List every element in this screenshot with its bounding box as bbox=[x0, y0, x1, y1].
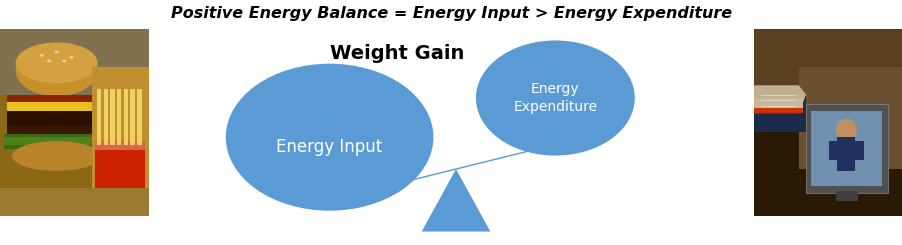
Ellipse shape bbox=[12, 141, 101, 171]
Text: Energy
Expenditure: Energy Expenditure bbox=[512, 82, 597, 114]
Bar bbox=[117, 89, 121, 145]
Ellipse shape bbox=[15, 44, 97, 97]
Bar bbox=[753, 98, 802, 113]
Polygon shape bbox=[421, 169, 490, 232]
Ellipse shape bbox=[61, 60, 66, 62]
Ellipse shape bbox=[835, 119, 856, 141]
Ellipse shape bbox=[54, 50, 59, 53]
Ellipse shape bbox=[47, 60, 51, 62]
Bar bbox=[810, 111, 881, 186]
Ellipse shape bbox=[40, 54, 44, 57]
Ellipse shape bbox=[226, 64, 433, 211]
Bar bbox=[7, 126, 97, 137]
Ellipse shape bbox=[69, 56, 74, 59]
Bar bbox=[835, 191, 857, 201]
Bar bbox=[836, 137, 854, 171]
Bar bbox=[7, 111, 97, 137]
Bar bbox=[797, 67, 902, 169]
Bar bbox=[0, 29, 149, 95]
Bar bbox=[753, 29, 902, 122]
Bar bbox=[130, 89, 134, 145]
Bar bbox=[97, 89, 101, 145]
Bar bbox=[753, 95, 805, 132]
Bar bbox=[753, 108, 802, 113]
Bar bbox=[7, 95, 97, 104]
Bar bbox=[828, 141, 836, 160]
Text: Weight Gain: Weight Gain bbox=[330, 44, 464, 63]
Bar bbox=[137, 89, 142, 145]
Ellipse shape bbox=[15, 42, 97, 83]
Polygon shape bbox=[753, 85, 805, 113]
Bar bbox=[96, 141, 144, 150]
Bar bbox=[5, 134, 101, 148]
Bar bbox=[96, 141, 144, 197]
Text: Energy Input: Energy Input bbox=[276, 138, 382, 156]
Bar bbox=[805, 104, 888, 193]
Bar bbox=[7, 102, 104, 113]
Bar bbox=[92, 67, 149, 197]
Bar bbox=[104, 89, 108, 145]
Ellipse shape bbox=[475, 40, 634, 156]
Bar bbox=[124, 89, 128, 145]
Text: Positive Energy Balance = Energy Input > Energy Expenditure: Positive Energy Balance = Energy Input >… bbox=[170, 6, 732, 21]
Bar bbox=[110, 89, 115, 145]
Bar bbox=[854, 141, 863, 160]
Bar bbox=[0, 188, 149, 216]
Bar bbox=[5, 137, 101, 145]
